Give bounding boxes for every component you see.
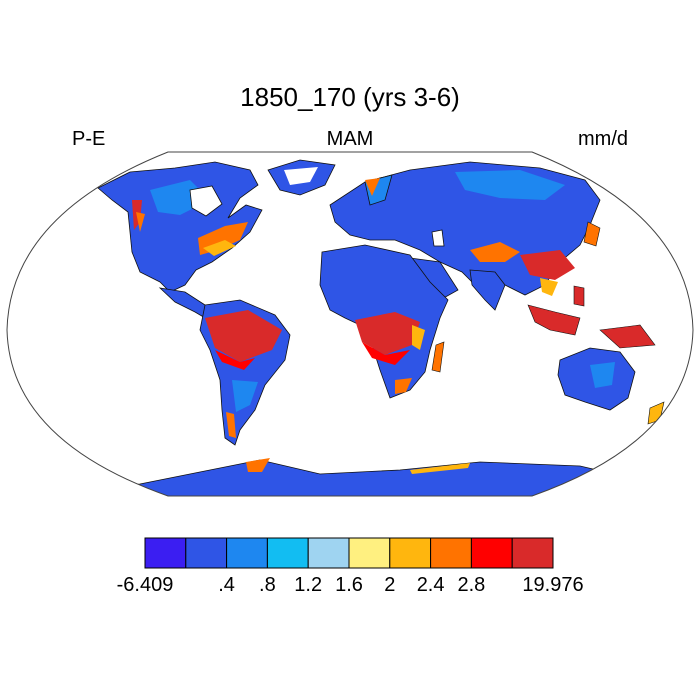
map-title: 1850_170 (yrs 3-6) [240,82,460,112]
sa-south-light [232,380,258,412]
colorbar-box-0 [144,537,187,569]
new-guinea [599,324,656,349]
sa-southwest-wet [226,412,236,438]
antarctica [7,459,693,496]
colorbar-label-1: .4 [218,574,235,596]
europe-wet-band [365,178,380,196]
na-east-yellow [203,240,236,256]
antarctic-coast-yellow [410,463,470,474]
africa-east-yellow [412,325,425,350]
madagascar [431,341,445,373]
variable-label: P-E [72,128,106,150]
maritime-continent [527,304,581,336]
colorbar-label-2: .8 [259,574,276,596]
colorbar-label-8: 19.976 [522,574,584,596]
india [469,269,506,311]
colorbar-label-6: 2.4 [416,574,445,596]
japan [583,221,601,247]
colorbar-label-5: 2 [384,574,396,596]
units-label: mm/d [578,128,628,150]
east-asia-wet [520,250,575,280]
colorbar-box-5 [348,537,391,569]
land-fields [7,159,693,496]
east-asia-orange [540,278,558,296]
himalaya-wet [470,242,520,262]
colorbar-box-6 [389,537,432,569]
siberia-light [455,170,565,200]
map-frame [6,151,694,497]
colorbar-box-3 [266,537,309,569]
colorbar-box-7 [430,537,472,569]
hudson-bay [189,185,223,217]
colorbar-label-7: 2.8 [457,574,486,596]
amazon-edge [215,350,255,370]
colorbar-box-4 [307,537,350,569]
colorbar-box-2 [226,537,268,569]
africa-south-orange [395,378,412,394]
na-west-coast-orange [136,212,145,232]
antarctic-peninsula-wet [246,458,270,472]
colorbar-box-1 [185,537,228,569]
australia-light [590,362,615,388]
congo-wet [355,312,420,355]
greenland-interior [284,167,318,185]
congo-edge [362,342,410,365]
philippines [573,285,585,307]
colorbar-box-8 [470,537,513,569]
colorbar-box-9 [511,537,554,569]
caspian-sea [431,229,445,247]
colorbar-label-3: 1.2 [294,574,323,596]
colorbar-label-4: 1.6 [335,574,363,596]
colorbar-label-0: -6.409 [116,574,174,596]
north-america [97,161,263,293]
season-label: MAM [326,128,374,150]
amazon-wet [205,310,282,362]
